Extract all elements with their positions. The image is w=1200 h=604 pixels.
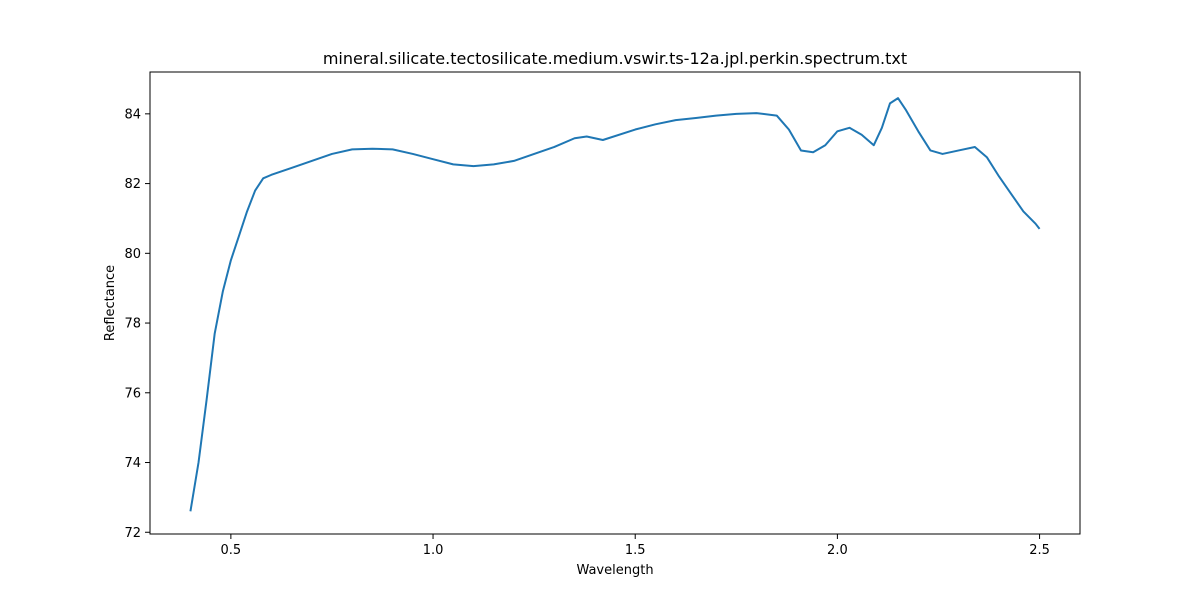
y-tick-label: 76 [124, 386, 141, 401]
y-tick-label: 82 [124, 177, 141, 192]
plot-background [150, 72, 1080, 534]
y-axis-label: Reflectance [103, 265, 118, 341]
x-tick-label: 2.5 [1029, 543, 1050, 558]
x-axis-label: Wavelength [576, 563, 653, 578]
x-tick-label: 0.5 [221, 543, 242, 558]
y-tick-label: 78 [124, 317, 141, 332]
chart-title: mineral.silicate.tectosilicate.medium.vs… [323, 49, 907, 68]
y-tick-label: 80 [124, 247, 141, 262]
x-tick-label: 1.0 [423, 543, 444, 558]
y-tick-label: 72 [124, 526, 141, 541]
plot-area [150, 72, 1080, 534]
plot-frame [149, 71, 1081, 535]
y-tick-label: 74 [124, 456, 141, 471]
x-tick-label: 2.0 [827, 543, 848, 558]
x-tick-label: 1.5 [625, 543, 646, 558]
y-tick-label: 84 [124, 107, 141, 122]
series-line [189, 97, 1041, 512]
axis-ticks: 0.5 1.0 1.5 2.0 2.5 72 74 76 78 80 82 84 [124, 107, 1049, 558]
